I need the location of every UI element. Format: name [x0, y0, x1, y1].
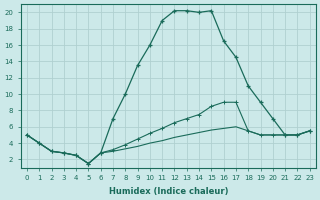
X-axis label: Humidex (Indice chaleur): Humidex (Indice chaleur)	[108, 187, 228, 196]
